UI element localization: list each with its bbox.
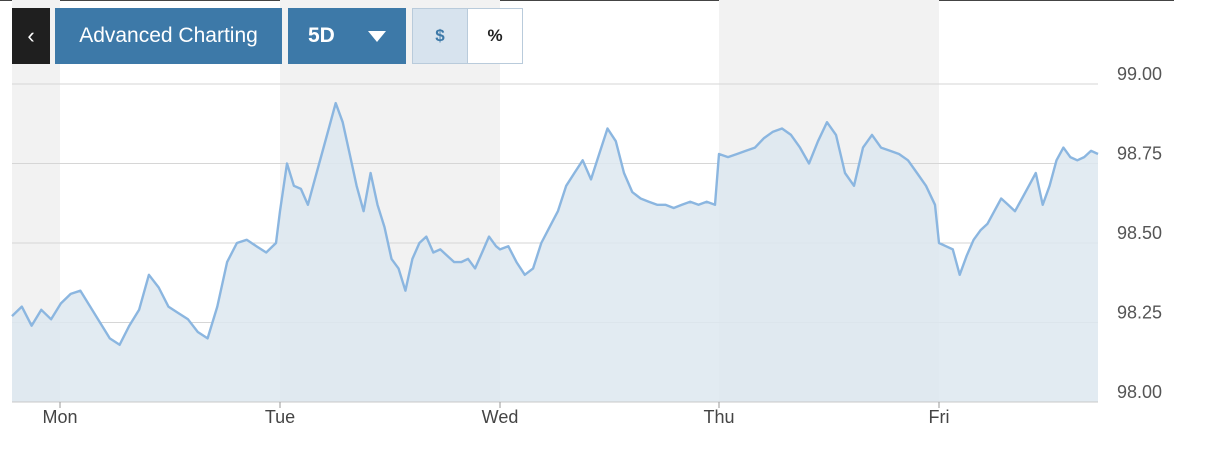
y-tick-label: 98.25	[1117, 303, 1162, 323]
caret-down-icon	[368, 30, 386, 42]
price-area	[12, 103, 1098, 402]
top-border	[0, 0, 1174, 1]
chart-toolbar: ‹ Advanced Charting 5D $ %	[12, 8, 523, 64]
x-tick-label: Tue	[265, 407, 295, 427]
advanced-charting-button[interactable]: Advanced Charting	[55, 8, 282, 64]
percent-toggle[interactable]: %	[467, 9, 522, 63]
x-tick-label: Mon	[42, 407, 77, 427]
price-line	[11, 101, 1099, 346]
y-tick-label: 99.00	[1117, 64, 1162, 84]
back-button[interactable]: ‹	[12, 8, 50, 64]
y-tick-label: 98.00	[1117, 382, 1162, 402]
x-tick-label: Thu	[703, 407, 734, 427]
chevron-left-icon: ‹	[27, 23, 35, 48]
y-tick-label: 98.50	[1117, 223, 1162, 243]
value-mode-toggle: $ %	[412, 8, 523, 64]
y-tick-label: 98.75	[1117, 144, 1162, 164]
period-label: 5D	[308, 24, 335, 47]
dollar-toggle[interactable]: $	[413, 9, 467, 63]
period-dropdown[interactable]: 5D	[288, 8, 406, 64]
x-tick-label: Wed	[482, 407, 519, 427]
advanced-charting-label: Advanced Charting	[79, 24, 258, 47]
x-tick-label: Fri	[929, 407, 950, 427]
